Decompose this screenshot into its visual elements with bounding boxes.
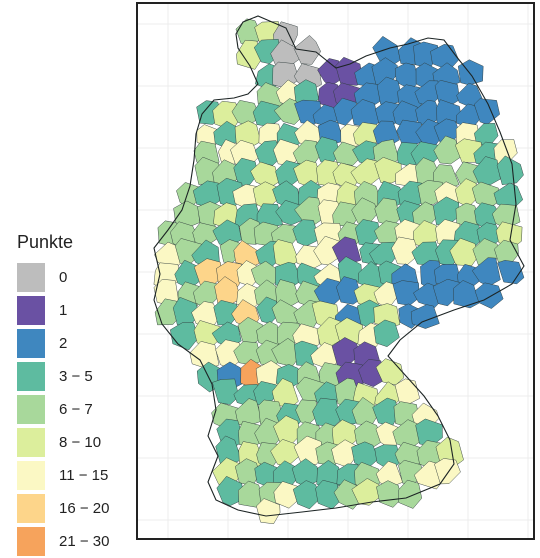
district-region <box>373 319 400 347</box>
district-region <box>216 476 245 506</box>
district-region <box>374 157 402 184</box>
district-region <box>173 200 200 227</box>
legend-swatch <box>17 527 45 556</box>
district-region <box>472 156 501 186</box>
legend-swatch <box>17 329 45 358</box>
district-region <box>391 236 419 265</box>
legend-label: 2 <box>59 335 68 352</box>
map-panel <box>136 2 535 540</box>
district-region <box>212 378 240 405</box>
legend-label: 1 <box>59 302 68 319</box>
legend-swatch <box>17 395 45 424</box>
legend-label: 11 − 15 <box>59 467 109 484</box>
legend-label: 6 − 7 <box>59 401 93 418</box>
legend-label: 21 − 30 <box>59 533 110 550</box>
legend-item: 8 − 10 <box>17 426 127 459</box>
district-region <box>496 155 524 185</box>
district-region <box>453 280 480 309</box>
district-region <box>252 100 281 127</box>
district-region <box>494 239 519 264</box>
legend-item: 0 <box>17 261 127 294</box>
legend-swatch <box>17 428 45 457</box>
district-region <box>238 480 264 508</box>
district-region <box>256 498 281 525</box>
legend-item: 2 <box>17 327 127 360</box>
germany-choropleth-map <box>138 4 533 538</box>
country-border <box>153 15 525 517</box>
district-region <box>294 196 324 225</box>
district-region <box>293 35 321 65</box>
legend-swatch <box>17 494 45 523</box>
legend-label: 3 − 5 <box>59 368 93 385</box>
district-region <box>449 237 479 266</box>
legend-item: 21 − 30 <box>17 525 127 558</box>
legend-swatch <box>17 296 45 325</box>
district-region <box>336 276 362 305</box>
legend-swatch <box>17 461 45 490</box>
district-region <box>292 480 322 510</box>
district-region <box>312 397 341 428</box>
district-region <box>433 135 461 165</box>
legend-item: 16 − 20 <box>17 492 127 525</box>
district-region <box>170 322 199 351</box>
district-region <box>410 304 440 329</box>
map-legend: Punkte 0 1 2 3 − 5 6 − 7 8 − 10 11 − 15 16 − 20… <box>17 232 127 558</box>
legend-items: 0 1 2 3 − 5 6 − 7 8 − 10 11 − 15 16 − 20 21 − 30 <box>17 261 127 558</box>
district-region <box>254 140 282 166</box>
legend-item: 1 <box>17 294 127 327</box>
district-region <box>432 278 461 307</box>
legend-item: 11 − 15 <box>17 459 127 492</box>
legend-label: 0 <box>59 269 68 286</box>
district-region <box>497 260 525 285</box>
district-regions <box>153 15 525 525</box>
legend-swatch <box>17 263 45 292</box>
legend-title: Punkte <box>17 232 74 252</box>
district-region <box>474 282 504 309</box>
district-region <box>293 435 323 465</box>
district-region <box>376 480 402 508</box>
legend-swatch <box>17 362 45 391</box>
district-region <box>398 479 423 509</box>
legend-label: 16 − 20 <box>59 500 110 517</box>
legend-item: 3 − 5 <box>17 360 127 393</box>
district-region <box>394 378 420 407</box>
legend-label: 8 − 10 <box>59 434 102 451</box>
legend-item: 6 − 7 <box>17 393 127 426</box>
